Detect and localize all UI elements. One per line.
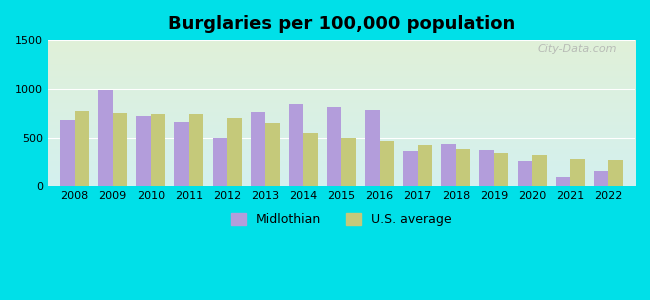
Bar — [494, 153, 508, 186]
Bar — [151, 114, 165, 186]
Bar — [327, 107, 341, 186]
Bar — [517, 160, 532, 186]
Bar — [75, 111, 89, 186]
Bar — [112, 113, 127, 186]
Bar — [174, 122, 189, 186]
Bar — [227, 118, 242, 186]
Bar — [289, 103, 304, 186]
Bar — [213, 138, 227, 186]
Bar — [60, 120, 75, 186]
Bar — [456, 149, 471, 186]
Bar — [251, 112, 265, 186]
Bar — [403, 151, 418, 186]
Legend: Midlothian, U.S. average: Midlothian, U.S. average — [226, 208, 457, 231]
Bar — [441, 145, 456, 186]
Bar — [594, 171, 608, 186]
Bar — [365, 110, 380, 186]
Bar — [418, 146, 432, 186]
Bar — [304, 133, 318, 186]
Bar — [136, 116, 151, 186]
Bar — [570, 159, 584, 186]
Bar — [532, 155, 547, 186]
Bar — [556, 177, 570, 186]
Bar — [480, 150, 494, 186]
Text: City-Data.com: City-Data.com — [538, 44, 617, 55]
Bar — [608, 160, 623, 186]
Title: Burglaries per 100,000 population: Burglaries per 100,000 population — [168, 15, 515, 33]
Bar — [265, 123, 280, 186]
Bar — [341, 138, 356, 186]
Bar — [189, 114, 203, 186]
Bar — [380, 141, 394, 186]
Bar — [98, 90, 112, 186]
